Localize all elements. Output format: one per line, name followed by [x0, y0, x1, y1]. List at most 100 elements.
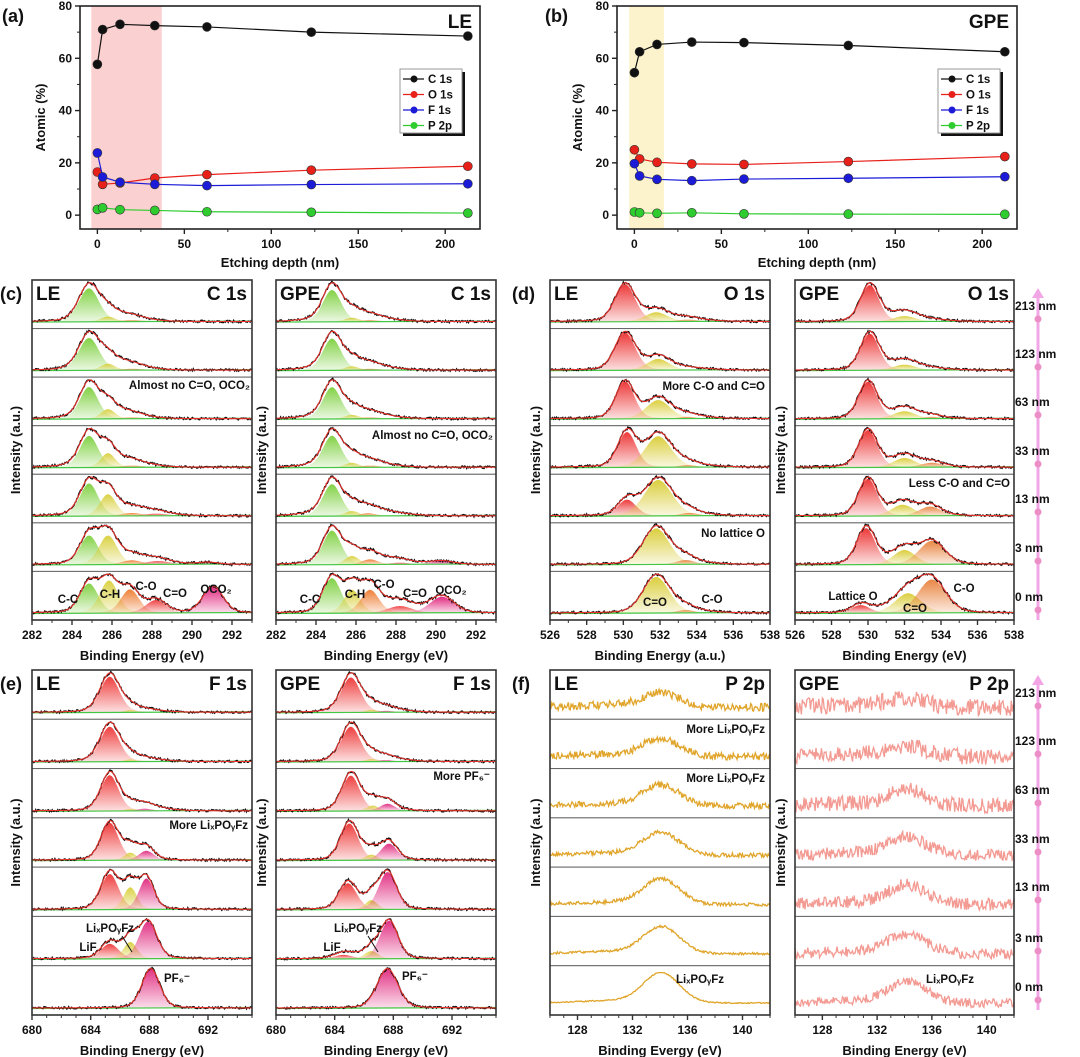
data-point: [652, 208, 662, 219]
depth-label: 33 nm: [1015, 444, 1050, 458]
x-tick-label: 200: [435, 237, 455, 251]
legend-label: C 1s: [966, 74, 990, 86]
peak-annotation: More LiₓPOᵧFz: [686, 724, 765, 736]
spectrum-row-frame: [549, 768, 771, 819]
spectrum-panel-gpe-o1s: 526 528 530 532 534 536 538 Binding Energy (eV)…: [773, 279, 1024, 663]
background-baseline: [275, 611, 497, 615]
x-tick-label: 532: [650, 628, 670, 642]
component-peak-c=o: [550, 312, 770, 322]
fit-envelope: [550, 379, 770, 420]
spectrum-row: [31, 965, 253, 1016]
spectrum-row: [31, 328, 253, 378]
spectrum-row-frame: [549, 915, 771, 967]
component-peak-c-c: [276, 290, 496, 322]
data-point: [652, 157, 662, 168]
data-point: [629, 144, 640, 155]
x-tick-label: 282: [22, 628, 42, 642]
peak-annotation: Less C-O and C=O: [909, 478, 1010, 490]
peak-annotation: Lattice O: [828, 591, 877, 603]
spectrum-row: [794, 768, 1015, 819]
x-tick-label: 286: [346, 628, 366, 642]
data-point: [843, 173, 854, 184]
component-peak-c=o: [795, 364, 1014, 371]
component-peak-pf₆⁻: [276, 872, 496, 910]
panel-letter: (a): [2, 6, 24, 26]
x-tick-label: 284: [62, 628, 82, 642]
depth-label: 63 nm: [1015, 783, 1050, 797]
component-peak-c-c: [276, 530, 496, 565]
depth-marker: [1034, 411, 1042, 419]
y-axis-title: Intensity (a.u.): [528, 798, 543, 886]
x-tick-label: 140: [732, 1023, 752, 1037]
fit-envelope: [550, 282, 770, 323]
data-point: [115, 204, 125, 215]
component-peak-c=o: [795, 411, 1014, 419]
panel-sample-label: LE: [36, 284, 60, 305]
panel-sample-label: GPE: [280, 674, 320, 695]
plot-frame: [275, 279, 497, 621]
x-tick-label: 50: [178, 237, 192, 251]
peak-annotation: C-C: [300, 594, 320, 606]
component-peak-pf₆⁻: [276, 710, 496, 713]
y-axis-title: Intensity (a.u.): [254, 798, 269, 886]
fit-envelope: [32, 869, 252, 910]
panel-sample-label: GPE: [280, 284, 320, 305]
raw-spectrum: [794, 976, 1015, 1010]
raw-spectrum: [550, 923, 771, 957]
data-point: [306, 207, 317, 218]
fit-envelope: [795, 573, 1014, 614]
arrow-up-icon: [1032, 288, 1044, 298]
spectrum-panel-le-p2p: 128 132 136 140 Binding Evergy (eV) Intensity…: [512, 669, 771, 1057]
measured-spectrum: [794, 523, 1015, 567]
data-point: [686, 207, 697, 218]
component-peak-c=o: [795, 458, 1014, 468]
spectrum-panel-gpe-c1s: 282 284 286 288 290 292 Binding Energy (eV) Int…: [254, 279, 497, 663]
x-tick-label: 688: [383, 1023, 403, 1037]
panel-core-level-label: O 1s: [968, 284, 1009, 305]
panel-sample-label: GPE: [799, 284, 839, 305]
fit-envelope: [550, 573, 770, 614]
arrow-up-icon: [1032, 675, 1044, 685]
x-tick-label: 100: [798, 237, 818, 251]
spectrum-row: [794, 817, 1015, 868]
component-peak-c-c: [276, 338, 496, 371]
component-peak-c-o: [32, 513, 252, 516]
spectrum-row: [794, 915, 1015, 967]
data-point: [686, 159, 697, 169]
spectrum-row-frame: [549, 817, 771, 868]
spectrum-row: [31, 279, 253, 330]
fit-envelope: [275, 573, 496, 614]
fit-envelope: [795, 330, 1014, 371]
spectrum-row: [275, 915, 497, 967]
peak-annotation: C-O: [135, 581, 156, 593]
panel-letter: (c): [0, 284, 22, 304]
peak-annotation: More PF₆⁻: [433, 771, 490, 783]
depth-label: 63 nm: [1015, 395, 1050, 409]
x-tick-label: 684: [81, 1023, 101, 1037]
depth-label: 123 nm: [1015, 347, 1056, 361]
spectrum-row: [549, 866, 771, 917]
spectrum-row: [275, 965, 497, 1016]
fit-envelope: [550, 476, 770, 517]
component-peak-c=o: [550, 576, 770, 613]
component-peak-lif: [276, 954, 496, 959]
data-point: [634, 171, 645, 181]
legend-label: F 1s: [428, 105, 451, 117]
fit-envelope: [32, 770, 252, 812]
x-axis-title: Binding Energy (eV): [324, 1043, 448, 1057]
panel-core-level-label: C 1s: [207, 284, 247, 305]
highlight-region: [91, 6, 162, 229]
y-tick-label: 20: [596, 156, 610, 170]
component-peak-c=o: [32, 600, 252, 613]
y-tick-label: 0: [65, 208, 72, 222]
component-peak-c-o: [32, 465, 252, 468]
depth-label: 3 nm: [1015, 541, 1043, 555]
plot-frame: [79, 5, 481, 230]
spectrum-row: [31, 522, 253, 572]
spectrum-row: [275, 328, 497, 378]
x-tick-label: 688: [139, 1023, 159, 1037]
component-peak-c-c: [32, 535, 252, 565]
data-point: [202, 206, 212, 217]
x-tick-label: 538: [760, 628, 780, 642]
y-tick-label: 0: [602, 208, 609, 222]
